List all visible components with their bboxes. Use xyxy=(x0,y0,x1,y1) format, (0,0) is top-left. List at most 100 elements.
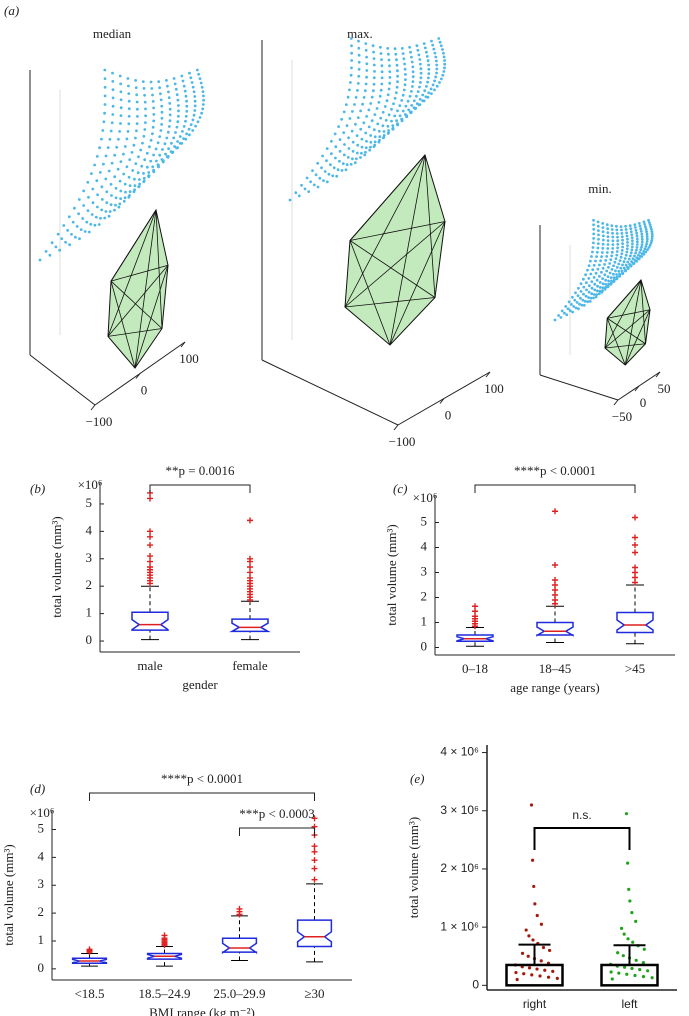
outlier xyxy=(147,558,153,565)
hull-edge xyxy=(389,221,446,346)
scan-point xyxy=(172,77,176,80)
scan-point xyxy=(91,201,95,205)
scan-point xyxy=(621,238,624,242)
scan-point xyxy=(183,89,187,93)
scan-point xyxy=(625,250,629,254)
scan-point xyxy=(594,259,597,263)
scan-point xyxy=(360,137,364,141)
scan-point xyxy=(607,279,610,283)
outlier xyxy=(147,533,153,540)
scan-point xyxy=(610,250,614,254)
scan-point xyxy=(645,242,648,246)
scan-point xyxy=(142,87,146,90)
scan-point xyxy=(127,92,131,95)
scan-point xyxy=(619,255,623,259)
scan-point xyxy=(633,254,636,258)
scan-point xyxy=(601,282,605,286)
scan-point xyxy=(635,237,639,241)
outlier xyxy=(236,905,243,912)
scan-point xyxy=(364,131,368,135)
point xyxy=(627,887,631,891)
scan-point xyxy=(114,186,118,190)
scan-point xyxy=(614,269,617,273)
scan-point xyxy=(342,131,346,135)
scan-point xyxy=(642,220,646,224)
scan-point xyxy=(427,63,430,67)
point xyxy=(526,954,530,958)
scan-point xyxy=(650,232,654,236)
point xyxy=(642,947,646,951)
point xyxy=(630,911,634,915)
scan-point xyxy=(157,163,160,167)
scan-point xyxy=(123,196,127,200)
scan-point xyxy=(434,55,438,59)
scan-point xyxy=(363,153,367,157)
scan-point xyxy=(613,260,617,264)
outlier xyxy=(552,577,558,583)
scan-point xyxy=(617,269,621,273)
scan-point xyxy=(356,143,360,147)
point xyxy=(548,948,552,953)
scan-point xyxy=(159,98,163,102)
scan-point xyxy=(365,115,368,118)
scan-point xyxy=(631,239,634,243)
scan-point xyxy=(387,129,390,132)
scan-point xyxy=(629,251,633,255)
scan-point xyxy=(624,268,627,272)
scan-point xyxy=(353,161,357,165)
scan-point xyxy=(141,80,145,83)
hull-edge xyxy=(606,318,626,366)
scan-point xyxy=(316,161,320,165)
scan-point xyxy=(70,232,73,236)
scan-point xyxy=(624,253,628,257)
scan-point xyxy=(192,90,196,94)
scan-point xyxy=(644,227,648,231)
scan-point xyxy=(333,132,337,136)
scan-point xyxy=(200,85,204,89)
scan-point xyxy=(103,85,107,89)
outlier xyxy=(311,815,318,822)
scan-point xyxy=(182,137,186,141)
scan-point xyxy=(357,74,361,78)
scan-point xyxy=(435,59,438,63)
scan-point xyxy=(647,218,650,222)
scan-point xyxy=(114,203,117,207)
scan-point xyxy=(343,143,346,146)
scan-point xyxy=(579,296,582,300)
scan-point xyxy=(156,141,160,145)
outlier xyxy=(311,843,318,850)
scan-point xyxy=(644,225,647,229)
scan-point xyxy=(400,117,404,121)
panel-title: min. xyxy=(588,181,611,196)
scan-point xyxy=(610,228,614,231)
scan-point xyxy=(181,79,185,83)
scan-point xyxy=(418,97,422,101)
scan-point xyxy=(615,273,618,276)
scan-point xyxy=(111,80,115,83)
scan-point xyxy=(202,98,206,102)
point xyxy=(625,972,629,976)
scan-point xyxy=(329,163,332,167)
scan-point xyxy=(167,96,171,100)
scan-point xyxy=(622,260,626,264)
scan-point xyxy=(201,90,205,93)
scan-point xyxy=(610,268,614,271)
scan-point xyxy=(645,232,649,236)
hull-edge xyxy=(389,154,426,346)
x-tick-label: left xyxy=(621,997,638,1011)
scan-point xyxy=(418,58,422,61)
scan-point xyxy=(605,251,609,254)
scan-point xyxy=(138,178,141,181)
scan-point xyxy=(612,264,615,268)
scan-point xyxy=(330,139,333,143)
scan-point xyxy=(605,223,609,227)
scan-point xyxy=(361,102,364,106)
scan-point xyxy=(592,263,596,267)
scan-point xyxy=(75,225,79,228)
scan-point xyxy=(573,298,577,302)
scan-point xyxy=(421,93,425,97)
scan-point xyxy=(107,169,111,173)
outlier xyxy=(311,865,318,872)
point xyxy=(609,970,613,974)
x-tick-label: ≥30 xyxy=(304,986,324,1001)
